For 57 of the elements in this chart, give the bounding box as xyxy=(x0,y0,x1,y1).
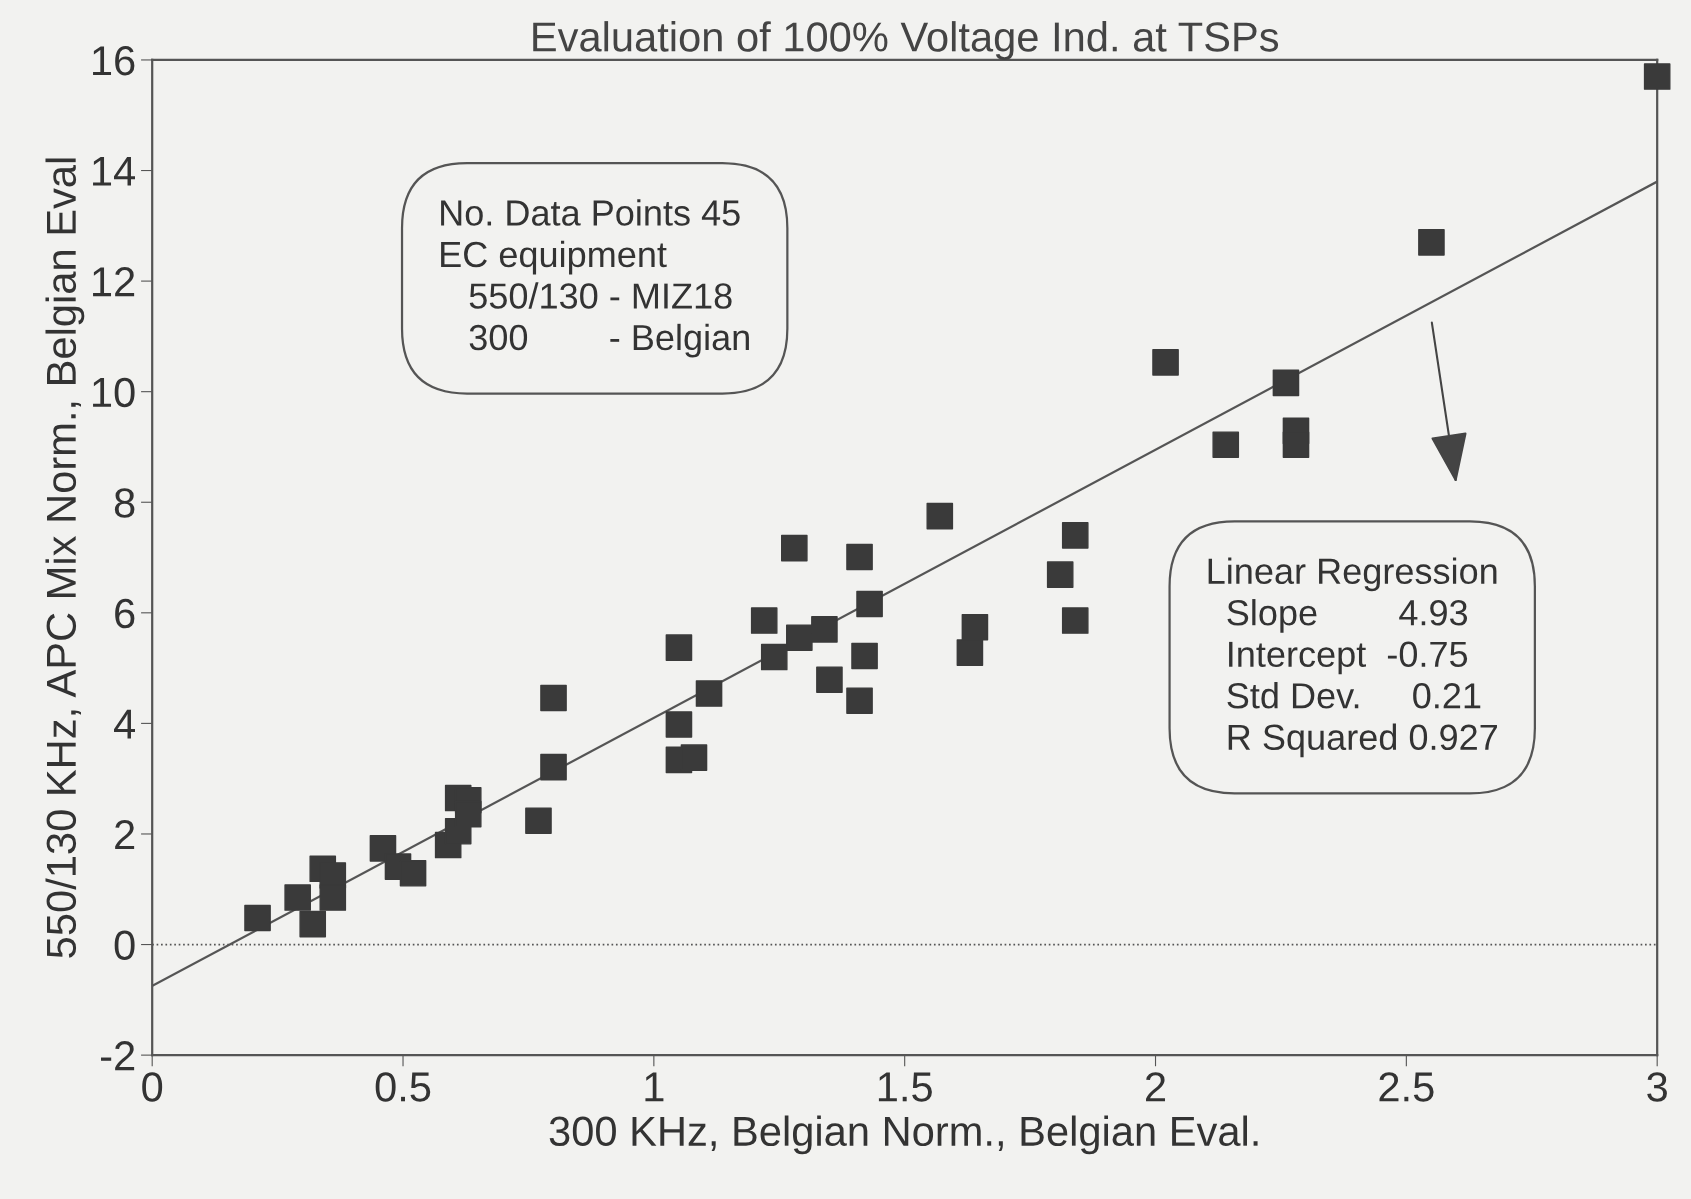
y-tick-label: 16 xyxy=(93,45,135,76)
y-tick-label: 12 xyxy=(93,267,135,297)
point xyxy=(1282,431,1310,459)
point xyxy=(786,624,813,652)
point xyxy=(856,590,883,618)
y-tick-label: 10 xyxy=(93,377,135,408)
point xyxy=(750,607,778,634)
y-tick-label: 0 xyxy=(114,930,135,961)
point xyxy=(811,616,838,643)
point xyxy=(284,884,311,911)
point xyxy=(299,910,327,938)
x-tick-label: 1.5 xyxy=(878,1072,932,1102)
y-tick-label: -2 xyxy=(101,1041,135,1071)
point xyxy=(816,666,843,694)
y-tick-label: 4 xyxy=(114,709,135,739)
point xyxy=(926,502,954,530)
point xyxy=(846,687,873,715)
y-tick-label: 6 xyxy=(115,598,135,629)
point xyxy=(319,884,347,911)
x-tick-label: 2 xyxy=(1146,1072,1166,1102)
point xyxy=(1061,607,1089,634)
y-axis-title: 550/130 KHz, APC Mix Norm., Belgian Eval xyxy=(45,158,85,958)
point xyxy=(1272,369,1300,397)
x-tick-label: 1 xyxy=(645,1072,664,1102)
point xyxy=(540,753,567,781)
point xyxy=(244,904,271,932)
point xyxy=(961,613,989,641)
y-tick-label: 2 xyxy=(115,819,135,850)
point xyxy=(1061,522,1089,549)
point xyxy=(1046,561,1074,588)
x-axis-title: 300 KHz, Belgian Norm., Belgian Eval. xyxy=(549,1115,1258,1155)
point xyxy=(781,534,808,562)
x-tick-label: 2.5 xyxy=(1379,1072,1434,1102)
point xyxy=(1152,349,1179,376)
annotation: No. Data Points 45 EC equipment 550/130 - MIZ18 300 - Belgian xyxy=(441,199,749,358)
point xyxy=(665,711,693,738)
point xyxy=(540,684,567,712)
x-tick-label: 0 xyxy=(142,1072,163,1102)
point xyxy=(680,744,708,771)
annotation: Linear Regression Slope 4.93 Intercept -0.75 Std Dev. 0.21 R Squared 0.927 xyxy=(1208,557,1497,758)
point xyxy=(525,807,552,835)
point xyxy=(1212,431,1240,459)
point xyxy=(851,642,878,670)
point xyxy=(956,639,984,666)
point xyxy=(1418,229,1445,256)
x-tick-label: 3 xyxy=(1647,1072,1667,1102)
y-tick-label: 14 xyxy=(93,156,135,186)
point xyxy=(665,634,693,661)
point xyxy=(399,859,427,887)
point xyxy=(454,800,482,828)
chart-title: Evaluation of 100% Voltage Ind. at TSPs xyxy=(533,21,1279,60)
point xyxy=(760,643,788,671)
point xyxy=(846,543,873,571)
x-tick-label: 0.5 xyxy=(375,1072,431,1102)
y-tick-label: 8 xyxy=(114,488,135,518)
point xyxy=(695,680,723,707)
point xyxy=(1643,63,1671,90)
